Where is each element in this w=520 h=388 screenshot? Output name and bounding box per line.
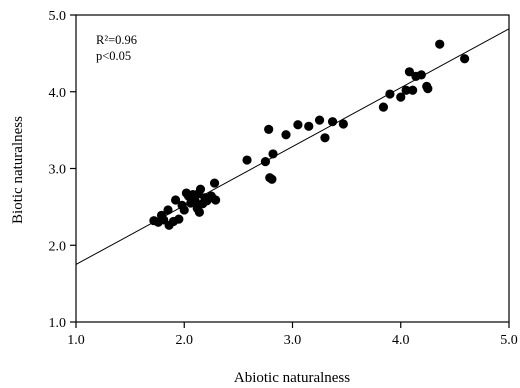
data-point [314, 115, 325, 125]
data-point [194, 207, 205, 217]
data-point [327, 117, 338, 127]
data-point [281, 130, 291, 140]
data-point [408, 85, 418, 95]
y-axis-ticks: 1.0 2.0 3.0 4.0 5.0 [49, 9, 76, 331]
data-point [170, 195, 181, 205]
data-point [268, 149, 278, 159]
x-axis-ticks: 1.0 2.0 3.0 4.0 5.0 [67, 322, 518, 348]
data-point [460, 54, 470, 64]
y-tick-label: 2.0 [49, 239, 67, 254]
data-point [416, 70, 426, 80]
data-point [211, 195, 221, 205]
data-point [385, 89, 395, 99]
p-value-annotation: p<0.05 [96, 49, 131, 63]
y-tick-label: 5.0 [49, 9, 67, 24]
x-tick-label: 5.0 [500, 333, 518, 348]
data-point [401, 85, 411, 95]
data-point [435, 39, 445, 49]
data-points [149, 39, 470, 230]
data-point [242, 155, 252, 165]
data-point [190, 196, 200, 206]
y-tick-label: 4.0 [49, 86, 67, 101]
data-point [338, 119, 348, 129]
trendline-group [75, 28, 510, 265]
x-tick-label: 3.0 [284, 333, 302, 348]
data-point [209, 178, 220, 188]
x-tick-label: 1.0 [67, 333, 85, 348]
data-point [304, 121, 314, 131]
data-point [163, 205, 173, 215]
x-tick-label: 2.0 [176, 333, 194, 348]
data-point [179, 205, 189, 215]
y-tick-label: 3.0 [49, 163, 67, 178]
data-point [195, 184, 206, 194]
data-point [396, 92, 406, 102]
data-point [320, 133, 330, 143]
regression-line [75, 28, 510, 265]
data-point [378, 102, 389, 112]
data-point [404, 67, 415, 77]
data-point [264, 124, 274, 134]
data-point [423, 84, 433, 94]
r-squared-annotation: R²=0.96 [96, 33, 137, 47]
plot-frame [75, 14, 510, 323]
x-tick-label: 4.0 [392, 333, 410, 348]
y-tick-label: 1.0 [49, 316, 67, 331]
data-point [267, 174, 277, 184]
y-axis-title: Biotic naturalness [10, 116, 26, 224]
x-axis-title: Abiotic naturalness [234, 370, 350, 386]
data-point [260, 156, 271, 167]
data-point [174, 214, 184, 224]
data-point [293, 120, 303, 130]
